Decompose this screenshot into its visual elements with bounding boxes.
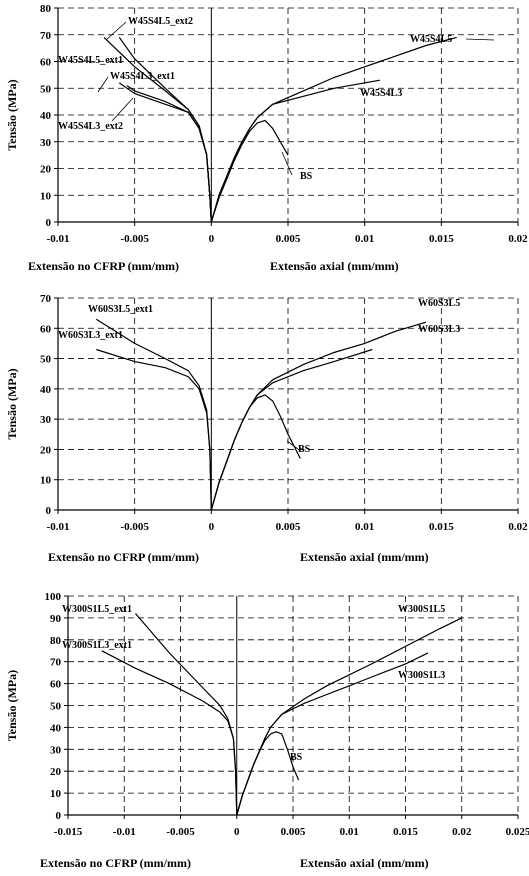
y-tick-label: 50	[40, 83, 52, 95]
x-tick-label: 0.005	[276, 233, 301, 245]
x-tick-label: 0.005	[281, 826, 306, 838]
x-tick-label: -0.01	[47, 521, 70, 533]
series-label-w60s3l3: W60S3L3	[418, 324, 460, 335]
series-label-bs: BS	[298, 444, 311, 455]
series-line-w60s3l5	[210, 321, 427, 511]
series-line-bs	[210, 119, 289, 223]
x-tick-label: 0.015	[429, 233, 454, 245]
y-tick-label: 30	[40, 137, 52, 149]
series-line-w60s3l5_ext1	[95, 318, 212, 511]
x-axis-title-cfrp: Extensão no CFRP (mm/mm)	[40, 856, 191, 870]
series-leader-line	[111, 97, 134, 122]
chart-w60s3: 0 10 20 30 40 50 60 70 -0.01 -0.005 0 0.005 0.01 0.01…	[5, 293, 528, 564]
x-tick-label: 0.025	[506, 826, 529, 838]
y-tick-label: 50	[50, 701, 62, 713]
series-line-w60s3l3	[210, 348, 373, 511]
series-line-bs	[210, 394, 301, 511]
x-tick-label: 0	[209, 233, 215, 245]
series-label-w300s1l3_ext1: W300S1L3_ext1	[62, 640, 132, 651]
x-tick-label: -0.015	[54, 826, 83, 838]
y-axis-title: Tensão (MPa)	[5, 670, 19, 741]
series-line-w45s4l5	[210, 36, 457, 223]
x-tick-label: 0.015	[429, 521, 454, 533]
y-tick-label: 100	[45, 591, 62, 603]
x-tick-label: 0	[209, 521, 215, 533]
series-label-w300s1l5_ext1: W300S1L5_ext1	[62, 604, 132, 615]
series-label-bs: BS	[300, 171, 313, 182]
x-axis-title-axial: Extensão axial (mm/mm)	[270, 259, 399, 273]
y-tick-label: 50	[40, 354, 52, 366]
x-tick-label: -0.005	[120, 521, 149, 533]
y-tick-label: 70	[50, 657, 62, 669]
series-line-w300s1l3_ext1	[101, 650, 238, 816]
x-tick-label: 0.02	[508, 521, 528, 533]
series-label-w45s4l3_ext1: W45S4L3_ext1	[110, 71, 175, 82]
y-axis-title: Tensão (MPa)	[5, 79, 19, 150]
x-tick-label: -0.005	[120, 233, 149, 245]
y-tick-label: 80	[50, 635, 62, 647]
x-tick-label: 0.02	[452, 826, 472, 838]
y-tick-label: 0	[46, 505, 52, 517]
x-tick-label: 0.015	[393, 826, 418, 838]
y-tick-label: 0	[46, 217, 52, 229]
x-axis-title-cfrp: Extensão no CFRP (mm/mm)	[48, 550, 199, 564]
series-label-w60s3l3_ext1: W60S3L3_ext1	[58, 330, 123, 341]
y-tick-label: 10	[40, 475, 52, 487]
series-label-w45s4l3: W45S4L3	[360, 88, 402, 99]
series-leader-line	[97, 76, 109, 93]
chart-w300s1: 0 10 20 30 40 50 60 70 80 90 100 -0.015 -0.01 -0.005 0…	[5, 591, 529, 870]
chart-w45s4: 0 10 20 30 40 50 60 70 80 -0.01 -0.005 0 0.005 0.01 0.…	[5, 3, 528, 273]
x-tick-label: 0.01	[355, 521, 374, 533]
y-tick-label: 60	[40, 57, 52, 69]
x-tick-label: 0.02	[508, 233, 528, 245]
y-tick-label: 40	[40, 110, 52, 122]
y-tick-label: 40	[50, 722, 62, 734]
y-tick-label: 0	[56, 810, 62, 822]
y-axis-title: Tensão (MPa)	[5, 368, 19, 439]
x-tick-label: 0.01	[355, 233, 374, 245]
x-tick-label: 0.005	[276, 521, 301, 533]
series-label-w300s1l5: W300S1L5	[398, 604, 445, 615]
y-tick-label: 20	[50, 766, 62, 778]
y-tick-label: 40	[40, 384, 52, 396]
series-line-w60s3l3_ext1	[96, 348, 212, 511]
series-leader-line	[465, 38, 495, 41]
series-label-bs: BS	[290, 752, 303, 763]
x-axis-title-cfrp: Extensão no CFRP (mm/mm)	[28, 259, 179, 273]
y-tick-label: 90	[50, 613, 62, 625]
y-tick-label: 10	[40, 190, 52, 202]
y-tick-label: 70	[40, 293, 52, 305]
series-label-w45s4l3_ext2: W45S4L3_ext2	[58, 121, 123, 132]
y-tick-label: 30	[50, 744, 62, 756]
series-leader-line	[286, 440, 299, 450]
series-label-w45s4l5_ext1: W45S4L5_ext1	[58, 55, 123, 66]
x-tick-label: 0.01	[340, 826, 359, 838]
series-label-w60s3l5: W60S3L5	[418, 298, 460, 309]
x-axis-title-axial: Extensão axial (mm/mm)	[300, 856, 429, 870]
series-label-w60s3l5_ext1: W60S3L5_ext1	[88, 304, 153, 315]
series-line-bs	[236, 731, 300, 816]
y-tick-label: 60	[40, 323, 52, 335]
y-tick-label: 60	[50, 679, 62, 691]
series-label-w45s4l5: W45S4L5	[410, 34, 452, 45]
y-tick-label: 80	[40, 3, 52, 15]
y-tick-label: 20	[40, 444, 52, 456]
y-tick-label: 30	[40, 414, 52, 426]
series-line-w45s4l3_ext2	[118, 82, 212, 223]
y-tick-label: 10	[50, 788, 62, 800]
x-axis-title-axial: Extensão axial (mm/mm)	[300, 550, 429, 564]
y-tick-label: 70	[40, 30, 52, 42]
series-line-w45s4l3	[210, 79, 381, 223]
series-label-w45s4l5_ext2: W45S4L5_ext2	[128, 16, 193, 27]
x-tick-label: -0.005	[166, 826, 195, 838]
y-tick-label: 20	[40, 164, 52, 176]
series-leader-line	[105, 21, 127, 41]
series-leader-line	[281, 151, 293, 176]
x-tick-label: -0.01	[113, 826, 136, 838]
x-tick-label: -0.01	[47, 233, 70, 245]
x-tick-label: 0	[234, 826, 240, 838]
series-label-w300s1l3: W300S1L3	[398, 670, 445, 681]
